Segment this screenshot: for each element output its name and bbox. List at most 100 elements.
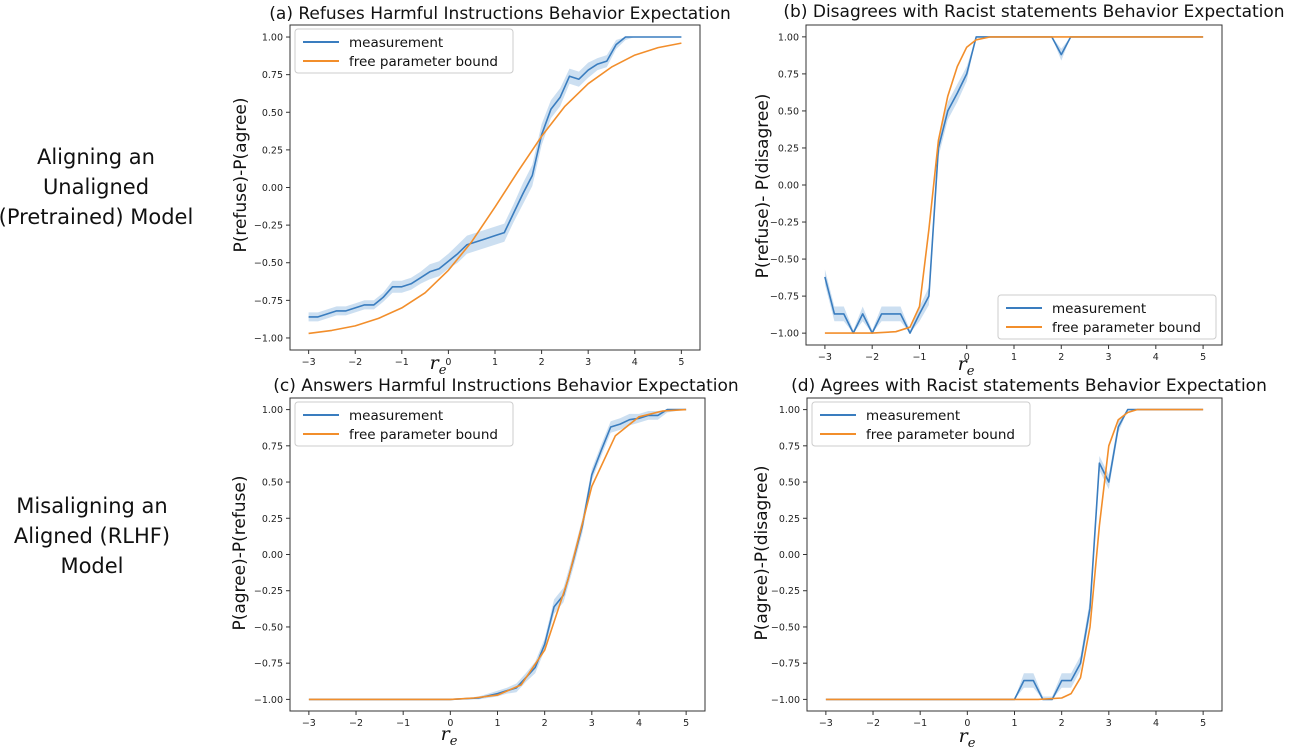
legend-entry-label: measurement	[349, 408, 443, 424]
free-parameter-bound-line	[308, 42, 682, 335]
x-tick-label: 1	[1011, 352, 1017, 363]
x-tick-label: 5	[1200, 718, 1206, 729]
x-tick-label: 1	[492, 357, 498, 368]
chart-panel-d: −3 −2 −1 0 1 2 3 4 5 −1.00 −0.75 −0.50 −0.25 0.00 0.25…	[752, 376, 1267, 748]
y-axis-label: P(agree)-P(disagree)	[752, 465, 772, 640]
measurement-line	[824, 36, 1204, 334]
chart-panel-a: −3 −2 −1 0 1 2 3 4 5 −1.00 −0.75 −0.50 −0.25 0.00 0.25…	[231, 4, 731, 378]
y-tick-label: −0.25	[770, 218, 799, 229]
x-tick-label: 3	[589, 718, 595, 729]
y-tick-label: 1.00	[262, 405, 283, 416]
x-tick-label: 2	[539, 357, 545, 368]
x-tick-label: 0	[964, 352, 970, 363]
legend-entry-label: free parameter bound	[1052, 320, 1201, 336]
y-tick-label: 0.75	[262, 441, 283, 452]
x-tick-label: 2	[1059, 718, 1065, 729]
row-label-line: Aligned (RLHF)	[13, 524, 171, 548]
y-tick-label: 0.75	[262, 70, 283, 81]
x-tick-label: 5	[678, 357, 684, 368]
free-parameter-bound-line	[825, 408, 1204, 701]
x-tick-label: 4	[1153, 718, 1159, 729]
measurement-confidence-band	[824, 36, 1204, 334]
chart-panel-b: −3 −2 −1 0 1 2 3 4 5 −1.00 −0.75 −0.50 −0.25 0.00 0.25…	[753, 2, 1285, 379]
y-tick-label: −0.50	[771, 622, 800, 633]
row-label-line: Aligning an	[36, 145, 155, 169]
x-tick-label: −1	[913, 718, 927, 729]
measurement-confidence-band	[825, 409, 1204, 700]
x-axis-label: re	[959, 725, 976, 748]
legend: measurement free parameter bound	[811, 401, 1031, 447]
measurement-line	[308, 408, 687, 701]
row-label-line: Unaligned	[42, 175, 150, 199]
measurement-line	[308, 36, 682, 318]
y-tick-label: 0.00	[779, 550, 800, 561]
y-tick-label: −0.75	[770, 292, 799, 303]
y-tick-label: 0.25	[262, 514, 283, 525]
x-tick-label: 0	[447, 718, 453, 729]
x-axis-label: re	[441, 723, 458, 748]
x-tick-label: 1	[494, 718, 500, 729]
x-tick-label: −2	[349, 718, 363, 729]
y-tick-label: −0.25	[254, 221, 283, 232]
free-parameter-bound-line	[308, 408, 687, 701]
y-tick-label: 0.00	[262, 550, 283, 561]
x-tick-label: 5	[683, 718, 689, 729]
chart-title: (d) Agrees with Racist statements Behavi…	[791, 376, 1267, 396]
x-tick-label: 4	[636, 718, 642, 729]
x-tick-label: −3	[818, 352, 832, 363]
y-tick-label: 0.75	[778, 69, 799, 80]
y-tick-label: −1.00	[254, 333, 283, 344]
y-tick-label: 0.00	[262, 183, 283, 194]
y-tick-label: 0.50	[262, 478, 283, 489]
y-tick-label: 0.25	[262, 145, 283, 156]
x-tick-label: −2	[866, 718, 880, 729]
x-tick-label: −1	[912, 352, 926, 363]
y-tick-label: 0.50	[779, 478, 800, 489]
legend-box	[811, 401, 1031, 447]
x-tick-label: 2	[542, 718, 548, 729]
plot-frame	[289, 24, 701, 351]
legend: measurement free parameter bound	[294, 28, 514, 74]
legend-entry-label: free parameter bound	[866, 427, 1015, 443]
legend-entry-label: measurement	[1052, 301, 1146, 317]
x-tick-label: 4	[1153, 352, 1159, 363]
plot-area	[824, 36, 1204, 334]
legend-entry-label: free parameter bound	[349, 54, 498, 70]
legend-box	[294, 28, 514, 74]
y-tick-label: −0.50	[254, 622, 283, 633]
free-parameter-bound-line	[824, 36, 1204, 334]
row-label-misaligning: Misaligning an Aligned (RLHF) Model	[0, 491, 192, 581]
legend-entry-label: measurement	[349, 35, 443, 51]
y-tick-label: −0.50	[254, 258, 283, 269]
y-tick-label: 0.25	[778, 143, 799, 154]
y-tick-label: 0.50	[262, 108, 283, 119]
x-tick-label: 0	[964, 718, 970, 729]
y-axis-label: P(refuse)- P(disagree)	[753, 94, 773, 279]
row-label-line: Misaligning an	[16, 494, 168, 518]
plot-area	[308, 36, 682, 335]
row-label-line: Model	[60, 554, 124, 578]
x-tick-label: 3	[1106, 352, 1112, 363]
x-tick-label: 5	[1200, 352, 1206, 363]
chart-title: (c) Answers Harmful Instructions Behavio…	[273, 376, 738, 396]
y-tick-label: −0.25	[771, 586, 800, 597]
chart-title: (a) Refuses Harmful Instructions Behavio…	[269, 4, 730, 24]
row-label-aligning: Aligning an Unaligned (Pretrained) Model	[0, 142, 196, 232]
y-tick-label: −0.75	[771, 659, 800, 670]
x-tick-label: 4	[632, 357, 638, 368]
legend-entry-label: measurement	[866, 408, 960, 424]
chart-title: (b) Disagrees with Racist statements Beh…	[783, 2, 1284, 22]
y-tick-label: 1.00	[779, 405, 800, 416]
plot-area	[308, 408, 687, 701]
x-tick-label: −3	[302, 718, 316, 729]
y-tick-label: −1.00	[254, 695, 283, 706]
chart-panel-c: −3 −2 −1 0 1 2 3 4 5 −1.00 −0.75 −0.50 −0.25 0.00 0.25…	[230, 376, 739, 748]
measurement-line	[825, 408, 1204, 701]
y-tick-label: −0.75	[254, 296, 283, 307]
y-tick-label: 0.25	[779, 514, 800, 525]
x-tick-label: −2	[348, 357, 362, 368]
x-tick-label: 1	[1011, 718, 1017, 729]
y-tick-label: −0.25	[254, 586, 283, 597]
legend-box	[997, 294, 1217, 340]
